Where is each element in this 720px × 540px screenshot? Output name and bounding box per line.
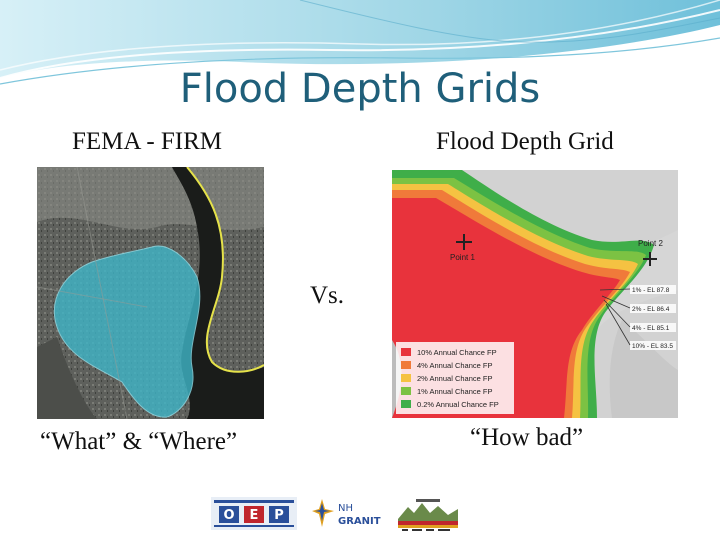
elevation-label-2: 2% - EL 86.4 (632, 306, 670, 313)
left-heading: FEMA - FIRM (72, 128, 223, 155)
depth-legend (396, 342, 514, 414)
flood-depth-grid-map: Point 1 Point 2 1% - EL 87.8 2% - EL 86.… (392, 170, 678, 418)
granit-text: GRANIT (338, 516, 381, 527)
left-caption: “What” & “Where” (40, 428, 238, 455)
regional-planning-logo (398, 499, 458, 531)
slide-title: Flood Depth Grids (179, 66, 541, 112)
legend-label-4: 4% Annual Chance FP (417, 361, 492, 370)
legend-label-1: 1% Annual Chance FP (417, 387, 492, 396)
right-caption: “How bad” (470, 424, 584, 451)
wave-banner (0, 0, 720, 85)
point-2-label: Point 2 (638, 239, 663, 248)
ofp-logo: O E P (211, 497, 297, 530)
point-1-label: Point 1 (450, 253, 475, 262)
nh-granit-logo: NH GRANIT (312, 499, 381, 527)
fema-firm-aerial-map (37, 167, 264, 419)
ofp-letter-2: E (250, 508, 259, 523)
legend-swatch-2 (401, 374, 411, 382)
right-heading: Flood Depth Grid (436, 128, 614, 155)
elevation-label-3: 4% - EL 85.1 (632, 325, 670, 332)
legend-swatch-4 (401, 361, 411, 369)
legend-label-10: 10% Annual Chance FP (417, 348, 497, 357)
ofp-letter-3: P (274, 508, 284, 523)
nh-text: NH (338, 503, 353, 514)
legend-swatch-02 (401, 400, 411, 408)
legend-label-2: 2% Annual Chance FP (417, 374, 492, 383)
versus-text: Vs. (310, 282, 345, 309)
legend-swatch-10 (401, 348, 411, 356)
elevation-label-1: 1% - EL 87.8 (632, 287, 670, 294)
legend-swatch-1 (401, 387, 411, 395)
ofp-letter-1: O (223, 508, 234, 523)
elevation-label-4: 10% - EL 83.5 (632, 343, 673, 350)
legend-label-02: 0.2% Annual Chance FP (417, 400, 499, 409)
